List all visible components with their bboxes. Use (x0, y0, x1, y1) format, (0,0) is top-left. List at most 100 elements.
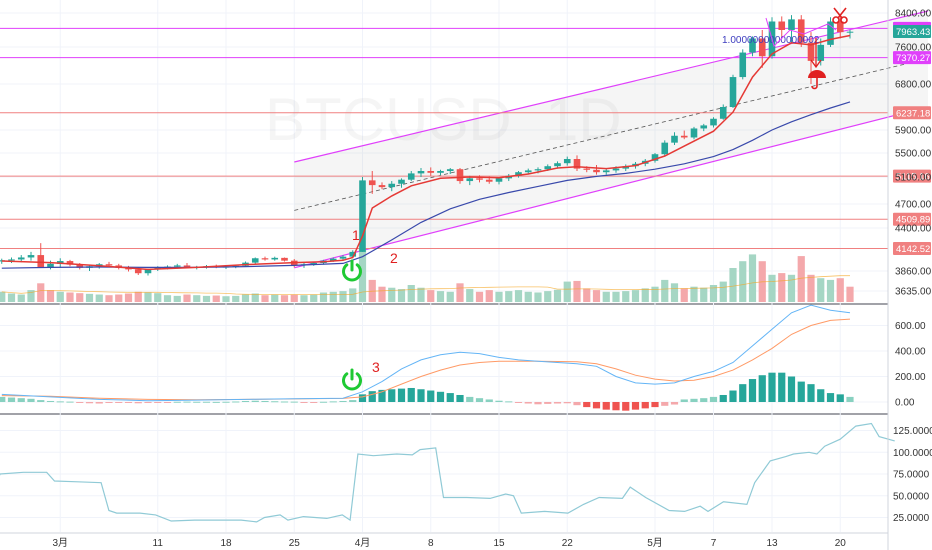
volume-bar (817, 278, 825, 302)
candle-body[interactable] (37, 255, 45, 268)
candle-body[interactable] (359, 180, 366, 252)
macd-histogram-bar (661, 402, 669, 406)
candle-body[interactable] (749, 38, 756, 53)
candle-body[interactable] (417, 171, 425, 174)
candle-body[interactable] (310, 263, 318, 265)
x-tick-label: 18 (220, 538, 232, 549)
macd-histogram-bar (0, 396, 6, 402)
candle-body[interactable] (788, 19, 795, 30)
candle-body[interactable] (680, 135, 688, 138)
candle-body[interactable] (134, 269, 142, 274)
volume-bar (173, 295, 181, 302)
volume-bar (17, 294, 25, 302)
candle-body[interactable] (817, 44, 825, 61)
candle-body[interactable] (827, 21, 834, 45)
candle-body[interactable] (144, 269, 152, 274)
candle-body[interactable] (797, 19, 805, 43)
candle-body[interactable] (661, 142, 669, 155)
candle-body[interactable] (710, 118, 717, 126)
x-tick-label: 20 (835, 538, 847, 549)
candle-body[interactable] (378, 185, 386, 188)
candle-body[interactable] (398, 179, 405, 184)
channel-lower-line[interactable] (294, 106, 929, 269)
candle-body[interactable] (8, 259, 15, 261)
candle-body[interactable] (739, 52, 747, 78)
candle-body[interactable] (173, 265, 181, 267)
channel-upper-line[interactable] (294, 10, 929, 163)
candle-body[interactable] (56, 261, 64, 264)
candle-body[interactable] (593, 169, 600, 173)
candle-body[interactable] (651, 154, 659, 161)
candle-body[interactable] (17, 257, 25, 260)
candle-body[interactable] (446, 169, 454, 171)
candle-body[interactable] (349, 251, 357, 257)
volume-bar (349, 288, 357, 302)
candle-body[interactable] (671, 135, 678, 143)
price-tick-label: 4700.00 (895, 200, 932, 211)
candle-body[interactable] (329, 258, 337, 261)
candle-body[interactable] (758, 38, 766, 57)
candle-body[interactable] (76, 264, 84, 268)
candle-body[interactable] (427, 171, 435, 173)
candle-body[interactable] (407, 173, 415, 180)
candle-body[interactable] (602, 170, 610, 173)
candle-body[interactable] (846, 31, 854, 33)
candle-body[interactable] (485, 179, 493, 182)
candle-body[interactable] (47, 263, 54, 268)
candle-body[interactable] (466, 178, 474, 182)
candle-body[interactable] (807, 42, 815, 61)
volume-bar (573, 280, 581, 302)
volume-bar (300, 295, 308, 302)
candle-body[interactable] (515, 172, 522, 176)
candle-body[interactable] (719, 107, 727, 119)
candle-body[interactable] (495, 178, 503, 182)
candle-body[interactable] (700, 125, 708, 129)
candle-body[interactable] (105, 264, 113, 266)
candle-body[interactable] (27, 255, 35, 258)
candle-body[interactable] (573, 159, 581, 169)
x-tick-label: 25 (289, 538, 301, 549)
candle-body[interactable] (339, 256, 347, 259)
macd-histogram-bar (709, 396, 718, 402)
candle-body[interactable] (534, 169, 542, 171)
candle-body[interactable] (251, 258, 259, 263)
volume-bar (514, 290, 523, 302)
candle-body[interactable] (271, 257, 279, 260)
price-tick-label: 7600.00 (895, 43, 932, 54)
volume-ma-line (1, 275, 850, 295)
volume-bar (261, 295, 269, 302)
candle-body[interactable] (554, 163, 561, 167)
zigzag-drawing (765, 17, 837, 47)
candle-body[interactable] (437, 171, 444, 173)
candle-body[interactable] (622, 166, 630, 169)
horizontal-levels[interactable]: 8039.337963.437370.276237.185115.164509.… (0, 21, 931, 256)
candle-body[interactable] (66, 261, 74, 265)
candle-body[interactable] (476, 178, 483, 180)
macd-histogram-bar (212, 401, 220, 403)
candle-body[interactable] (368, 180, 376, 186)
volume-bar (592, 290, 601, 302)
macd-histogram-bar (144, 402, 152, 404)
candle-body[interactable] (612, 168, 620, 171)
candle-body[interactable] (778, 21, 786, 31)
candle-body[interactable] (281, 257, 288, 261)
candle-body[interactable] (456, 169, 464, 182)
candle-body[interactable] (388, 183, 396, 188)
drawings[interactable]: 1.0000000000000002 1 2 3 (342, 7, 848, 391)
candle-body[interactable] (583, 168, 591, 170)
volume-bar (329, 291, 337, 302)
candle-body[interactable] (563, 159, 571, 164)
candle-body[interactable] (261, 258, 269, 260)
candle-body[interactable] (183, 265, 191, 268)
volume-bar (485, 290, 493, 302)
macd-histogram-bar (417, 389, 425, 402)
candle-body[interactable] (729, 77, 737, 107)
candle-body[interactable] (690, 128, 698, 138)
candle-body[interactable] (836, 21, 844, 33)
candle-body[interactable] (544, 166, 552, 170)
macd-histogram-bar (436, 391, 445, 402)
price-channel[interactable] (294, 10, 929, 269)
candle-body[interactable] (524, 170, 532, 173)
